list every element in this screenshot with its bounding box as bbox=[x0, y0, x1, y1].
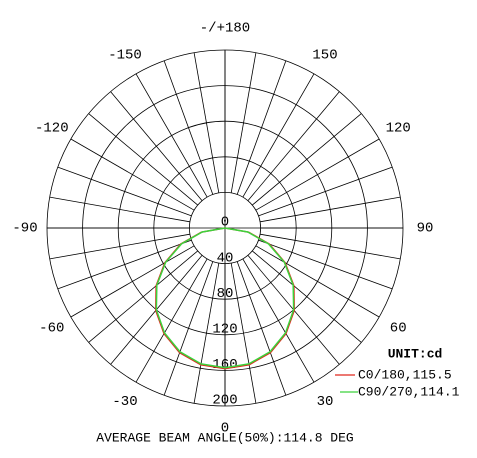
angle-tick-label: -120 bbox=[35, 121, 69, 137]
series-line bbox=[155, 227, 295, 369]
angle-tick-label: 90 bbox=[417, 221, 434, 237]
angle-tick-label: -90 bbox=[12, 221, 37, 237]
angle-tick-label: -/+180 bbox=[200, 21, 250, 37]
ring bbox=[153, 156, 297, 300]
r-tick-label: 160 bbox=[212, 357, 237, 373]
angle-tick-label: -30 bbox=[112, 394, 137, 410]
angle-tick-label: 0 bbox=[221, 421, 229, 437]
footer: AVERAGE BEAM ANGLE(50%):114.8 DEG bbox=[96, 430, 353, 445]
legend-label: C90/270,114.1 bbox=[358, 384, 460, 399]
ring bbox=[188, 191, 261, 264]
r-tick-label: 120 bbox=[212, 322, 237, 338]
r-tick-label: 40 bbox=[217, 250, 234, 266]
angle-tick-label: -150 bbox=[108, 47, 142, 63]
angle-tick-label: -60 bbox=[39, 321, 64, 337]
ring bbox=[82, 85, 368, 371]
ring bbox=[117, 120, 333, 336]
angle-tick-label: 120 bbox=[386, 121, 411, 137]
unit-label: UNIT:cd bbox=[388, 346, 443, 361]
ring bbox=[46, 49, 404, 407]
angle-tick-label: 150 bbox=[312, 47, 337, 63]
r-tick-label: 0 bbox=[221, 215, 229, 231]
angle-tick-label: 60 bbox=[390, 321, 407, 337]
legend-label: C0/180,115.5 bbox=[358, 367, 452, 382]
r-tick-label: 200 bbox=[212, 393, 237, 409]
r-tick-label: 80 bbox=[217, 286, 234, 302]
angle-tick-label: 30 bbox=[317, 394, 334, 410]
